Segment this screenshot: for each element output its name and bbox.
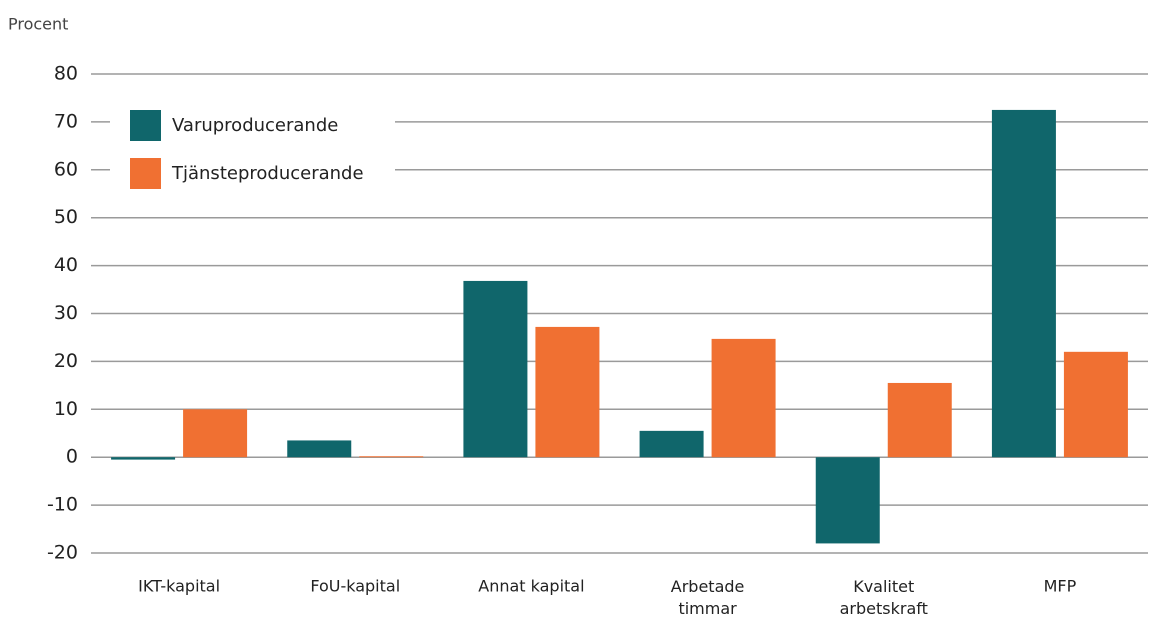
y-tick-label: 80	[54, 63, 78, 85]
bar	[639, 430, 704, 458]
bar	[1063, 351, 1128, 458]
x-tick-label: Kvalitet arbetskraft	[840, 577, 928, 617]
bar	[183, 409, 248, 458]
bar	[359, 456, 424, 458]
y-tick-label: 70	[54, 110, 78, 132]
bar	[111, 457, 176, 460]
y-tick-label: 20	[54, 350, 78, 372]
y-tick-label: 10	[54, 398, 78, 420]
legend-swatch	[130, 110, 161, 141]
y-axis-label: Procent	[8, 15, 68, 34]
x-tick-label: Arbetade timmar	[671, 577, 745, 617]
bar	[887, 382, 952, 458]
y-tick-label: 30	[54, 302, 78, 324]
y-tick-label: -20	[47, 542, 78, 564]
bar	[287, 440, 352, 458]
y-tick-label: 60	[54, 158, 78, 180]
y-tick-label: 40	[54, 254, 78, 276]
legend-label: Varuproducerande	[172, 115, 338, 136]
x-tick-label: Annat kapital	[478, 577, 584, 596]
x-tick-label: MFP	[1044, 577, 1077, 596]
legend-label: Tjänsteproducerande	[171, 163, 364, 184]
bar	[711, 338, 776, 458]
bar	[463, 280, 528, 458]
bar	[815, 457, 880, 544]
legend-swatch	[130, 158, 161, 189]
bar	[535, 326, 600, 458]
y-tick-label: 0	[66, 446, 78, 468]
y-tick-label: 50	[54, 206, 78, 228]
x-tick-label: FoU-kapital	[310, 577, 400, 596]
y-tick-label: -10	[47, 494, 78, 516]
x-tick-label: IKT-kapital	[138, 577, 220, 596]
bar	[991, 109, 1056, 458]
